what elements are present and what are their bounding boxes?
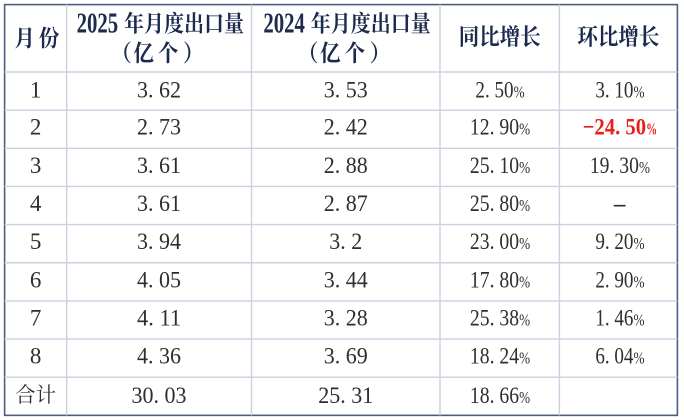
svg-text:2. 90: 2. 90	[595, 267, 633, 292]
svg-text:25. 31: 25. 31	[318, 383, 373, 408]
svg-text:25. 80: 25. 80	[470, 191, 519, 216]
svg-text:5: 5	[30, 229, 42, 254]
svg-text:3. 28: 3. 28	[324, 305, 368, 330]
svg-text:4. 11: 4. 11	[137, 305, 181, 330]
svg-text:23. 00: 23. 00	[470, 229, 519, 254]
svg-text:19. 30: 19. 30	[590, 153, 639, 178]
svg-text:%: %	[639, 158, 650, 177]
svg-text:1. 46: 1. 46	[595, 305, 633, 330]
svg-text:–: –	[613, 191, 626, 216]
svg-text:3: 3	[30, 153, 42, 178]
svg-text:3. 44: 3. 44	[324, 267, 368, 292]
svg-text:3. 61: 3. 61	[137, 153, 181, 178]
svg-text:25. 38: 25. 38	[470, 305, 519, 330]
svg-text:−24. 50: −24. 50	[583, 115, 646, 140]
svg-text:%: %	[633, 310, 644, 329]
svg-text:2025: 2025	[77, 8, 119, 39]
svg-text:3. 94: 3. 94	[137, 229, 181, 254]
svg-text:17. 80: 17. 80	[470, 267, 519, 292]
svg-text:%: %	[519, 196, 530, 215]
svg-text:18. 24: 18. 24	[470, 344, 520, 369]
svg-text:3. 62: 3. 62	[137, 78, 181, 103]
svg-text:2: 2	[30, 115, 42, 140]
svg-text:2. 88: 2. 88	[324, 153, 368, 178]
svg-text:2024: 2024	[263, 8, 305, 39]
svg-text:2. 87: 2. 87	[324, 191, 368, 216]
svg-text:%: %	[633, 234, 644, 253]
svg-text:12. 90: 12. 90	[470, 115, 519, 140]
svg-text:3. 69: 3. 69	[324, 344, 368, 369]
svg-text:2. 42: 2. 42	[324, 115, 368, 140]
svg-text:8: 8	[30, 344, 42, 369]
svg-text:9. 20: 9. 20	[595, 229, 633, 254]
svg-text:3. 2: 3. 2	[329, 229, 362, 254]
svg-text:%: %	[519, 120, 530, 139]
svg-text:%: %	[519, 388, 530, 407]
svg-text:4. 05: 4. 05	[137, 267, 181, 292]
svg-text:%: %	[646, 120, 657, 139]
svg-text:7: 7	[30, 305, 42, 330]
svg-text:%: %	[633, 83, 644, 102]
svg-text:%: %	[519, 310, 530, 329]
svg-text:6. 04: 6. 04	[595, 344, 634, 369]
svg-text:3. 53: 3. 53	[324, 78, 368, 103]
svg-text:30. 03: 30. 03	[132, 383, 187, 408]
svg-text:%: %	[519, 272, 530, 291]
svg-text:25. 10: 25. 10	[470, 153, 519, 178]
svg-text:3. 10: 3. 10	[595, 78, 633, 103]
svg-text:%: %	[519, 158, 530, 177]
svg-text:1: 1	[30, 78, 42, 103]
svg-text:%: %	[633, 349, 644, 368]
svg-text:2. 73: 2. 73	[137, 115, 181, 140]
svg-text:%: %	[519, 234, 530, 253]
svg-text:%: %	[633, 272, 644, 291]
svg-text:%: %	[514, 83, 525, 102]
svg-text:2. 50: 2. 50	[475, 78, 513, 103]
svg-text:3. 61: 3. 61	[137, 191, 181, 216]
svg-text:4. 36: 4. 36	[137, 344, 181, 369]
svg-text:%: %	[519, 349, 530, 368]
svg-text:4: 4	[30, 191, 42, 216]
svg-text:18. 66: 18. 66	[470, 383, 519, 408]
svg-text:6: 6	[30, 267, 42, 292]
